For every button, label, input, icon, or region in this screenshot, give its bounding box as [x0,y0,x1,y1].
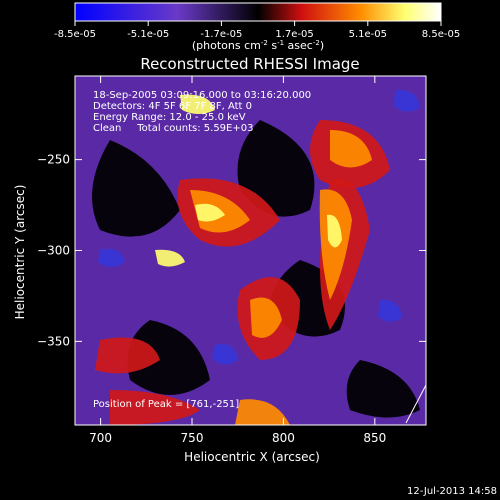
intensity-region [394,89,420,112]
x-axis-label: Heliocentric X (arcsec) [184,450,320,464]
chart-title: Reconstructed RHESSI Image [140,55,359,73]
annotation-counts: Clean Total counts: 5.59E+03 [93,123,253,134]
intensity-region [346,360,420,418]
axis-ticks: 700 750 800 850 −250 −300 −350 [37,76,426,445]
y-tick-label: −350 [37,334,70,348]
intensity-region [98,248,125,267]
colorbar-tick-label: 8.5e-05 [422,29,460,40]
colorbar-tick-label: -1.7e-05 [200,29,242,40]
colorbar-tick-label: -5.1e-05 [127,29,169,40]
intensity-region [180,94,215,114]
colorbar-tick-label: -8.5e-05 [54,29,96,40]
annotation-energy-range: Energy Range: 12.0 - 25.0 keV [93,112,246,123]
x-tick-label: 850 [363,431,386,445]
intensity-region [95,337,160,374]
intensity-region [212,344,238,365]
intensity-region [235,399,290,425]
intensity-region [127,320,210,395]
colorbar [74,2,442,22]
heatmap-image [75,76,426,425]
intensity-region [92,140,180,237]
intensity-region [378,299,402,322]
annotation-time-range: 18-Sep-2005 03:09:16.000 to 03:16:20.000 [93,90,311,101]
intensity-region [195,203,225,222]
intensity-region [237,120,315,217]
y-tick-label: −250 [37,153,70,167]
intensity-region [155,249,185,267]
colorbar-tick-label: 1.7e-05 [275,29,313,40]
intensity-region [110,390,200,425]
y-tick-label: −300 [37,244,70,258]
limb-line [405,384,427,424]
intensity-region [330,130,372,168]
plot-date: 12-Jul-2013 14:58 [407,486,497,497]
x-tick-label: 750 [181,431,204,445]
colorbar-tick-label: 5.1e-05 [349,29,387,40]
annotation-peak-position: Position of Peak = [761,-251] [93,399,239,410]
intensity-region [327,214,342,248]
colorbar-ticks: -8.5e-05 -5.1e-05 -1.7e-05 1.7e-05 5.1e-05 8.… [54,21,460,40]
x-tick-label: 800 [272,431,295,445]
intensity-region [250,297,282,338]
x-tick-label: 700 [89,431,112,445]
colorbar-unit-label: (photons cm-2 s-1 asec-2) [192,39,324,52]
y-axis-label: Heliocentric Y (arcsec) [13,185,27,320]
annotation-detectors: Detectors: 4F 5F 6F 7F 8F, Att 0 [93,101,252,112]
